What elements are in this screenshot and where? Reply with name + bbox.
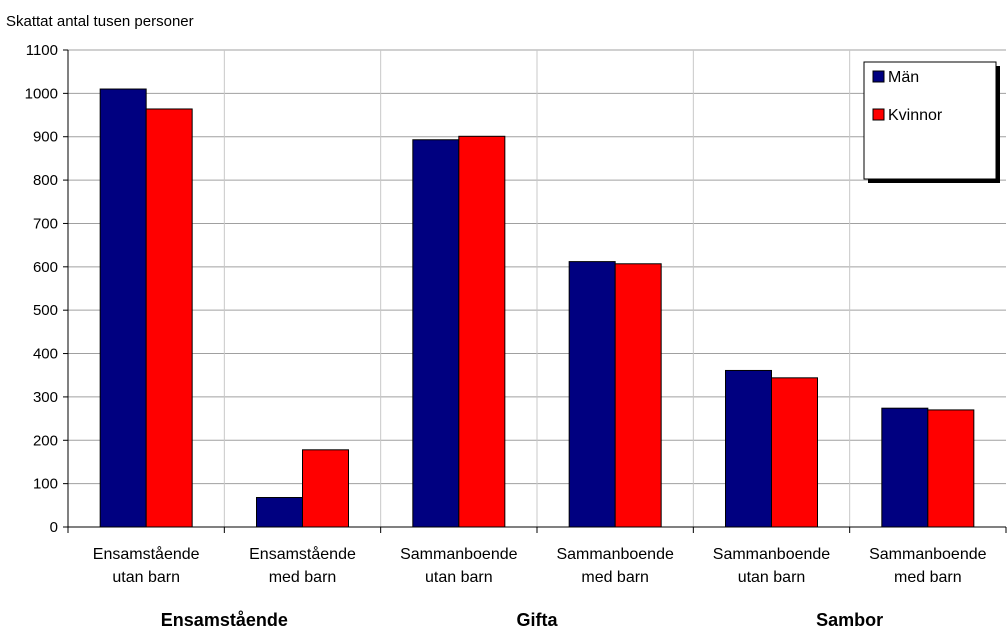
legend-box: [863, 61, 997, 180]
bar: [771, 377, 818, 528]
x-tick-label: Sammanboende utan barn: [713, 546, 831, 586]
y-tick-label: 0: [50, 519, 58, 536]
bar: [302, 449, 349, 528]
y-axis-label: Skattat antal tusen personer: [6, 13, 194, 30]
group-label: Ensamstående: [161, 610, 288, 630]
y-tick-label: 900: [33, 129, 58, 146]
bar: [99, 88, 147, 528]
x-tick-label: Sammanboende med barn: [556, 546, 674, 586]
y-tick-label: 1100: [26, 42, 58, 59]
y-tick-label: 200: [33, 432, 58, 449]
y-tick-label: 600: [33, 259, 58, 276]
legend: Män Kvinnor: [863, 61, 1000, 183]
bar: [145, 108, 193, 528]
y-tick-label: 100: [33, 476, 58, 493]
bar: [614, 263, 662, 528]
y-tick-label: 300: [33, 389, 58, 406]
bar: [458, 135, 506, 528]
legend-swatch: [872, 108, 885, 121]
x-tick-label: Sammanboende med barn: [869, 546, 987, 586]
y-tick-label: 1000: [25, 85, 58, 102]
x-tick-label: Ensamstående utan barn: [93, 545, 200, 586]
group-label: Gifta: [516, 610, 558, 630]
bar: [256, 497, 303, 528]
y-tick-label: 800: [33, 172, 58, 189]
x-tick-label: Sammanboende utan barn: [400, 546, 518, 586]
y-tick-label: 400: [33, 346, 58, 363]
bar: [412, 139, 460, 528]
bar: [568, 261, 616, 528]
legend-label: Män: [888, 69, 919, 86]
legend-swatch: [872, 70, 885, 83]
bar: [881, 407, 929, 528]
legend-label: Kvinnor: [888, 107, 943, 124]
group-label: Sambor: [816, 610, 883, 630]
bar: [725, 369, 772, 528]
bar: [927, 409, 975, 528]
y-tick-label: 500: [33, 302, 58, 319]
x-tick-label: Ensamstående med barn: [249, 545, 356, 586]
y-tick-label: 700: [33, 215, 58, 232]
